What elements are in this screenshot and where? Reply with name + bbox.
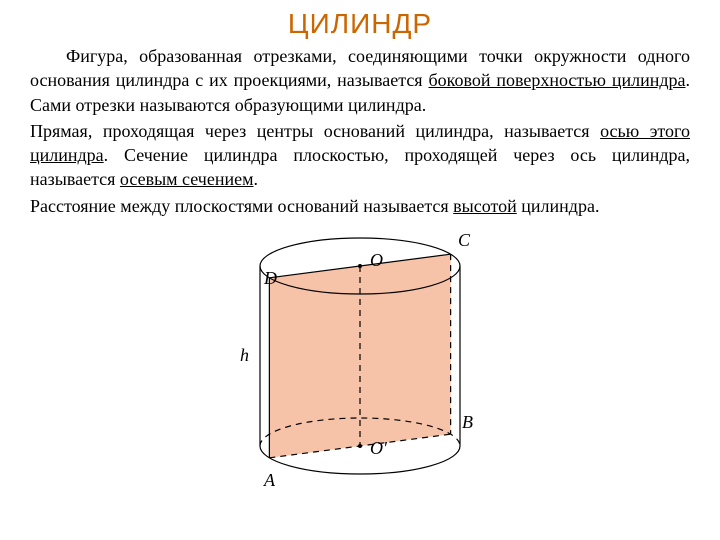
page: ЦИЛИНДР Фигура, образованная отрезками, …	[0, 0, 720, 540]
svg-text:C: C	[458, 230, 471, 250]
svg-text:O: O	[370, 250, 383, 270]
p1-underline-1: боковой поверхностью цилиндра	[428, 70, 685, 90]
svg-text:h: h	[240, 345, 249, 365]
p3-text-pre: Расстояние между плоскостями оснований н…	[30, 196, 453, 216]
p3-text-post: цилиндра.	[517, 196, 600, 216]
p2-text-pre: Прямая, проходящая через центры основани…	[30, 121, 600, 141]
paragraph-1: Фигура, образованная отрезками, соединяю…	[30, 44, 690, 117]
p2-text-post: .	[254, 169, 259, 189]
page-title: ЦИЛИНДР	[30, 8, 690, 40]
svg-text:O′: O′	[370, 438, 388, 458]
paragraph-2: Прямая, проходящая через центры основани…	[30, 119, 690, 192]
svg-text:A: A	[263, 470, 276, 490]
p3-underline-1: высотой	[453, 196, 517, 216]
svg-text:B: B	[462, 412, 473, 432]
paragraph-3: Расстояние между плоскостями оснований н…	[30, 194, 690, 218]
diagram-container: C O Dh B O′ A	[30, 226, 690, 511]
p2-underline-2: осевым сечением	[120, 169, 254, 189]
svg-text:D: D	[263, 268, 277, 288]
cylinder-diagram: C O Dh B O′ A	[210, 226, 510, 506]
